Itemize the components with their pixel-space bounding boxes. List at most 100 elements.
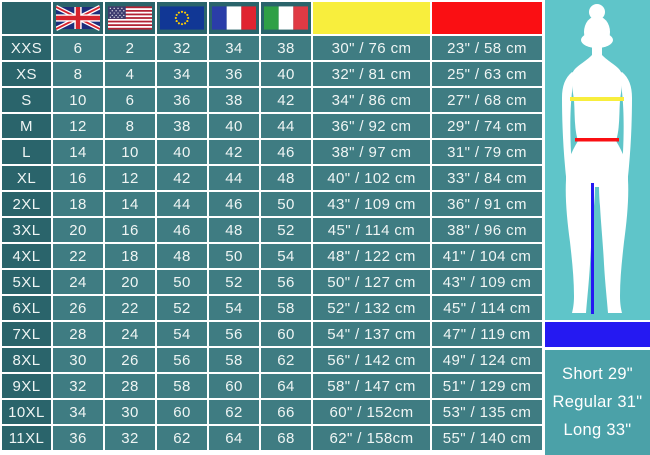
us-flag-icon bbox=[108, 6, 152, 30]
size-value: 38" / 96 cm bbox=[432, 218, 542, 242]
size-value: 32 bbox=[53, 374, 103, 398]
uk-flag-header bbox=[53, 2, 103, 34]
size-value: 38 bbox=[209, 88, 259, 112]
size-value: 26 bbox=[53, 296, 103, 320]
size-label: L bbox=[2, 140, 51, 164]
size-value: 64 bbox=[261, 374, 311, 398]
size-label: 7XL bbox=[2, 322, 51, 346]
size-value: 50 bbox=[209, 244, 259, 268]
size-value: 12 bbox=[105, 166, 155, 190]
size-value: 24 bbox=[53, 270, 103, 294]
inseam-measure-line bbox=[591, 183, 594, 314]
size-value: 56 bbox=[157, 348, 207, 372]
size-value: 60 bbox=[209, 374, 259, 398]
size-value: 49" / 124 cm bbox=[432, 348, 542, 372]
female-silhouette-icon bbox=[562, 4, 632, 314]
size-value: 8 bbox=[53, 62, 103, 86]
size-value: 46 bbox=[157, 218, 207, 242]
size-value: 22 bbox=[53, 244, 103, 268]
size-value: 33" / 84 cm bbox=[432, 166, 542, 190]
size-value: 18 bbox=[105, 244, 155, 268]
size-table: XXS 6 2 32 34 38 30" / 76 cm 23" / 58 cm XS 8 4 34 3… bbox=[2, 2, 542, 450]
size-value: 32 bbox=[157, 36, 207, 60]
size-value: 62 bbox=[261, 348, 311, 372]
size-value: 58 bbox=[209, 348, 259, 372]
size-value: 64 bbox=[209, 426, 259, 450]
size-value: 54" / 137 cm bbox=[313, 322, 430, 346]
size-value: 32 bbox=[105, 426, 155, 450]
size-value: 30 bbox=[53, 348, 103, 372]
size-value: 58 bbox=[157, 374, 207, 398]
measurement-guide-panel: Short 29" Regular 31" Long 33" bbox=[545, 0, 650, 455]
size-label: 8XL bbox=[2, 348, 51, 372]
uk-flag-icon bbox=[56, 5, 100, 31]
size-value: 66 bbox=[261, 400, 311, 424]
size-value: 28 bbox=[105, 374, 155, 398]
size-value: 36" / 91 cm bbox=[432, 192, 542, 216]
size-value: 40 bbox=[209, 114, 259, 138]
size-value: 42 bbox=[209, 140, 259, 164]
size-value: 27" / 68 cm bbox=[432, 88, 542, 112]
size-value: 30 bbox=[105, 400, 155, 424]
bust-column-header bbox=[313, 2, 430, 34]
size-value: 14 bbox=[105, 192, 155, 216]
body-silhouette bbox=[545, 0, 650, 320]
size-value: 29" / 74 cm bbox=[432, 114, 542, 138]
size-value: 44 bbox=[261, 114, 311, 138]
size-label: 3XL bbox=[2, 218, 51, 242]
size-value: 10 bbox=[53, 88, 103, 112]
size-value: 34 bbox=[157, 62, 207, 86]
size-value: 41" / 104 cm bbox=[432, 244, 542, 268]
inseam-color-bar bbox=[545, 322, 650, 347]
length-short: Short 29" bbox=[562, 365, 633, 383]
size-value: 45" / 114 cm bbox=[313, 218, 430, 242]
size-value: 6 bbox=[53, 36, 103, 60]
size-value: 34 bbox=[53, 400, 103, 424]
size-value: 52" / 132 cm bbox=[313, 296, 430, 320]
size-value: 53" / 135 cm bbox=[432, 400, 542, 424]
size-value: 2 bbox=[105, 36, 155, 60]
size-value: 31" / 79 cm bbox=[432, 140, 542, 164]
size-value: 32" / 81 cm bbox=[313, 62, 430, 86]
size-label: 10XL bbox=[2, 400, 51, 424]
size-value: 20 bbox=[105, 270, 155, 294]
size-value: 50" / 127 cm bbox=[313, 270, 430, 294]
size-value: 42 bbox=[261, 88, 311, 112]
size-value: 44 bbox=[209, 166, 259, 190]
size-value: 55" / 140 cm bbox=[432, 426, 542, 450]
size-value: 28 bbox=[53, 322, 103, 346]
size-value: 62" / 158cm bbox=[313, 426, 430, 450]
size-value: 10 bbox=[105, 140, 155, 164]
eu-flag-icon bbox=[160, 6, 204, 30]
size-label: 5XL bbox=[2, 270, 51, 294]
size-value: 48 bbox=[209, 218, 259, 242]
italy-flag-icon bbox=[264, 6, 308, 30]
size-value: 30" / 76 cm bbox=[313, 36, 430, 60]
size-value: 43" / 109 cm bbox=[432, 270, 542, 294]
size-value: 54 bbox=[209, 296, 259, 320]
size-label: XS bbox=[2, 62, 51, 86]
size-value: 51" / 129 cm bbox=[432, 374, 542, 398]
size-value: 40" / 102 cm bbox=[313, 166, 430, 190]
size-value: 8 bbox=[105, 114, 155, 138]
size-value: 43" / 109 cm bbox=[313, 192, 430, 216]
size-value: 36 bbox=[157, 88, 207, 112]
size-value: 38 bbox=[261, 36, 311, 60]
waist-measure-line bbox=[575, 138, 619, 142]
size-value: 26 bbox=[105, 348, 155, 372]
size-value: 60 bbox=[261, 322, 311, 346]
size-value: 44 bbox=[157, 192, 207, 216]
size-value: 24 bbox=[105, 322, 155, 346]
size-value: 48" / 122 cm bbox=[313, 244, 430, 268]
length-long: Long 33" bbox=[563, 421, 632, 439]
size-value: 54 bbox=[261, 244, 311, 268]
france-flag-header bbox=[209, 2, 259, 34]
size-value: 34" / 86 cm bbox=[313, 88, 430, 112]
size-value: 45" / 114 cm bbox=[432, 296, 542, 320]
size-value: 48 bbox=[261, 166, 311, 190]
size-value: 40 bbox=[157, 140, 207, 164]
size-value: 56 bbox=[209, 322, 259, 346]
size-value: 38" / 97 cm bbox=[313, 140, 430, 164]
italy-flag-header bbox=[261, 2, 311, 34]
size-value: 68 bbox=[261, 426, 311, 450]
